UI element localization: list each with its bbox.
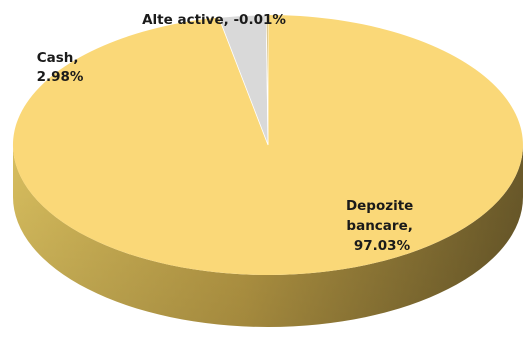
slice-alte-active — [265, 14, 269, 146]
label-depozite-bancare: Depozite bancare, 97.03% — [346, 198, 418, 254]
label-alte-active: Alte active, -0.01% — [142, 12, 286, 28]
pie-side-wall — [13, 145, 523, 327]
label-cash: Cash, 2.98% — [37, 50, 84, 85]
